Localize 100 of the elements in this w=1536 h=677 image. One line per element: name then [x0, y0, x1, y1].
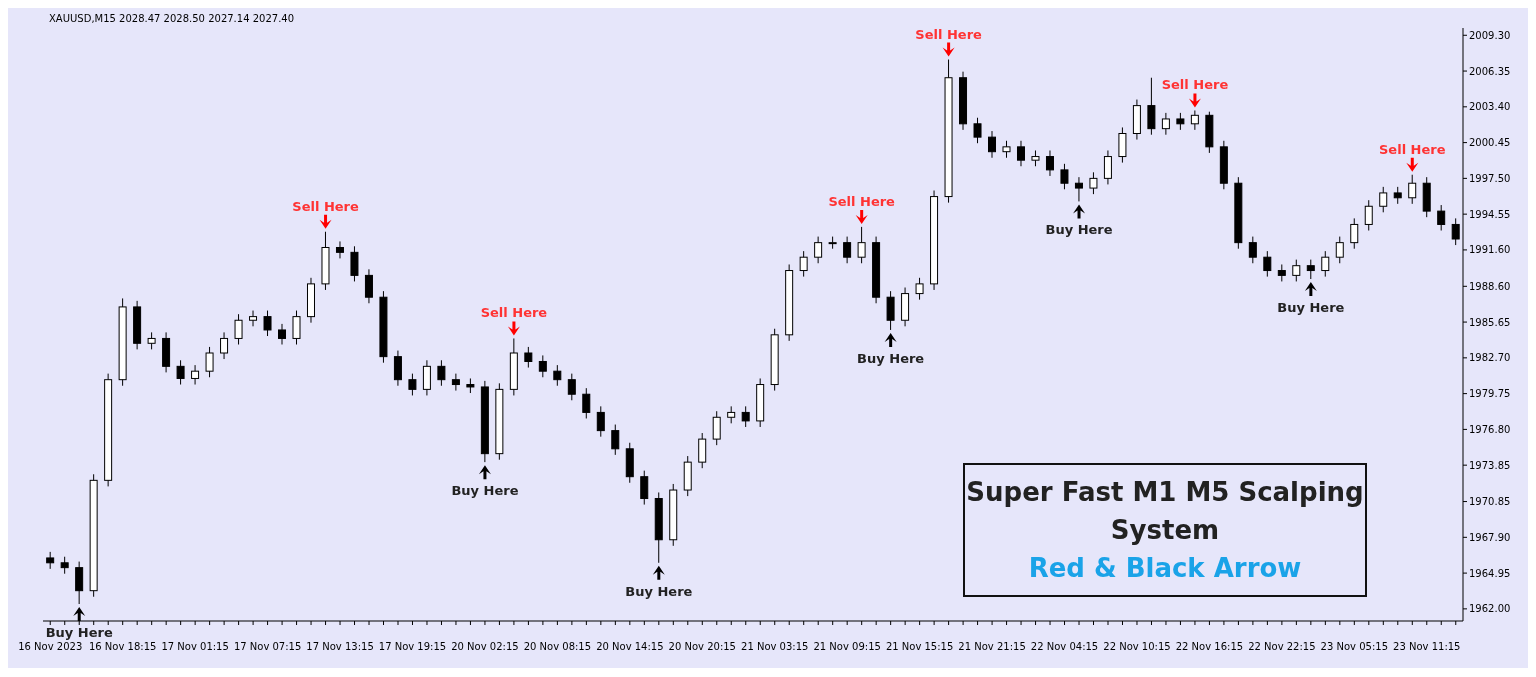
candlestick [596, 405, 605, 438]
x-tick-label: 22 Nov 16:15 [1175, 641, 1244, 653]
candlestick [220, 331, 229, 360]
annotation: Buy Here [857, 350, 925, 366]
y-tick-label: 2009.30 [1469, 29, 1511, 41]
candlestick [1451, 217, 1460, 246]
y-tick-label: 1967.90 [1469, 531, 1511, 543]
candlestick [640, 470, 649, 506]
x-tick-label: 21 Nov 21:15 [958, 641, 1026, 653]
candlestick [1335, 236, 1344, 264]
candlestick [422, 359, 431, 396]
candlestick [1306, 259, 1315, 280]
candlestick [292, 310, 301, 346]
annotation: Sell Here [828, 193, 896, 209]
candlestick [712, 410, 721, 446]
candlestick [582, 387, 591, 419]
y-tick-label: 1964.95 [1469, 567, 1511, 579]
annotation: Buy Here [1277, 300, 1345, 316]
candlestick [1147, 77, 1156, 136]
candlestick [408, 373, 417, 396]
x-tick-label: 23 Nov 05:15 [1320, 641, 1389, 653]
candlestick [857, 226, 866, 264]
candlestick [263, 310, 272, 337]
candlestick [1190, 109, 1199, 131]
candlestick [1060, 163, 1069, 190]
candlestick [1248, 236, 1257, 264]
candlestick [799, 250, 808, 278]
candlestick [741, 405, 750, 428]
candlestick [567, 373, 576, 401]
candlestick [1350, 217, 1359, 250]
candlestick [611, 424, 620, 456]
y-tick-label: 2003.40 [1469, 101, 1511, 113]
candlestick [915, 277, 924, 301]
candlestick [538, 354, 547, 378]
candlestick [1364, 199, 1373, 232]
x-tick-label: 20 Nov 08:15 [523, 641, 592, 653]
candlestick [191, 364, 200, 386]
x-tick-label: 22 Nov 10:15 [1103, 641, 1171, 653]
x-tick-label: 20 Nov 02:15 [451, 641, 519, 653]
y-tick-label: 1997.50 [1469, 172, 1511, 184]
candlestick [1321, 250, 1330, 278]
candlestick [843, 236, 852, 264]
candlestick [205, 346, 214, 378]
x-tick-label: 17 Nov 07:15 [233, 641, 302, 653]
candlestick [1103, 149, 1112, 185]
y-tick-label: 1976.80 [1469, 423, 1511, 435]
y-tick-label: 1982.70 [1469, 352, 1511, 364]
y-tick-label: 1973.85 [1469, 459, 1511, 471]
annotation: Buy Here [625, 583, 693, 599]
candlestick [176, 359, 185, 386]
candlestick [698, 432, 707, 469]
y-tick-label: 1991.60 [1469, 244, 1511, 256]
x-tick-label: 16 Nov 2023 [18, 641, 83, 653]
y-tick-label: 1962.00 [1469, 603, 1511, 615]
annotation: Buy Here [45, 625, 113, 641]
candlestick [1292, 259, 1301, 282]
y-tick-label: 1970.85 [1469, 496, 1511, 508]
y-tick-label: 2006.35 [1469, 65, 1511, 77]
annotation: Sell Here [1161, 77, 1229, 93]
candlestick [335, 240, 344, 259]
candlestick [814, 236, 823, 264]
x-tick-label: 22 Nov 04:15 [1030, 641, 1099, 653]
annotation: Buy Here [1045, 222, 1113, 238]
y-tick-label: 1979.75 [1469, 388, 1511, 400]
x-tick-label: 21 Nov 09:15 [813, 641, 881, 653]
candlestick [350, 245, 359, 282]
candlestick [1408, 174, 1417, 205]
candlestick [1016, 140, 1025, 167]
candlestick [1379, 186, 1388, 213]
candlestick [249, 310, 258, 327]
y-tick-label: 1994.55 [1469, 208, 1511, 220]
candlestick [973, 117, 982, 144]
candlestick [451, 373, 460, 392]
chart-title: XAUUSD,M15 2028.47 2028.50 2027.14 2027.40 [49, 13, 295, 24]
x-tick-label: 16 Nov 18:15 [88, 641, 157, 653]
x-tick-label: 20 Nov 14:15 [596, 641, 664, 653]
candlestick [988, 130, 997, 159]
candlestick [1118, 126, 1127, 164]
annotation: Red & Black Arrow [1027, 552, 1303, 585]
annotation: Super Fast M1 M5 Scalping System [965, 476, 1365, 547]
x-tick-label: 22 Nov 22:15 [1248, 641, 1316, 653]
x-tick-label: 20 Nov 20:15 [668, 641, 736, 653]
candlestick [1437, 204, 1446, 232]
candlestick [1074, 176, 1083, 202]
candlestick [524, 346, 533, 369]
annotation: Sell Here [480, 305, 548, 321]
annotation: Sell Here [1379, 141, 1446, 157]
candlestick [75, 561, 84, 605]
annotation: Sell Here [292, 198, 359, 214]
x-tick-label: 17 Nov 01:15 [161, 641, 229, 653]
candlestick [393, 350, 402, 387]
text-frame: Super Fast M1 M5 Scalping System Red & Black Arrow [963, 463, 1367, 597]
candlestick [278, 323, 287, 346]
y-tick-label: 1988.60 [1469, 280, 1511, 292]
candlestick [1161, 112, 1170, 136]
y-tick-label: 1985.65 [1469, 316, 1511, 328]
x-tick-label: 21 Nov 03:15 [741, 641, 809, 653]
x-tick-label: 21 Nov 15:15 [885, 641, 954, 653]
candlestick [886, 290, 895, 331]
annotation: Sell Here [915, 26, 983, 42]
